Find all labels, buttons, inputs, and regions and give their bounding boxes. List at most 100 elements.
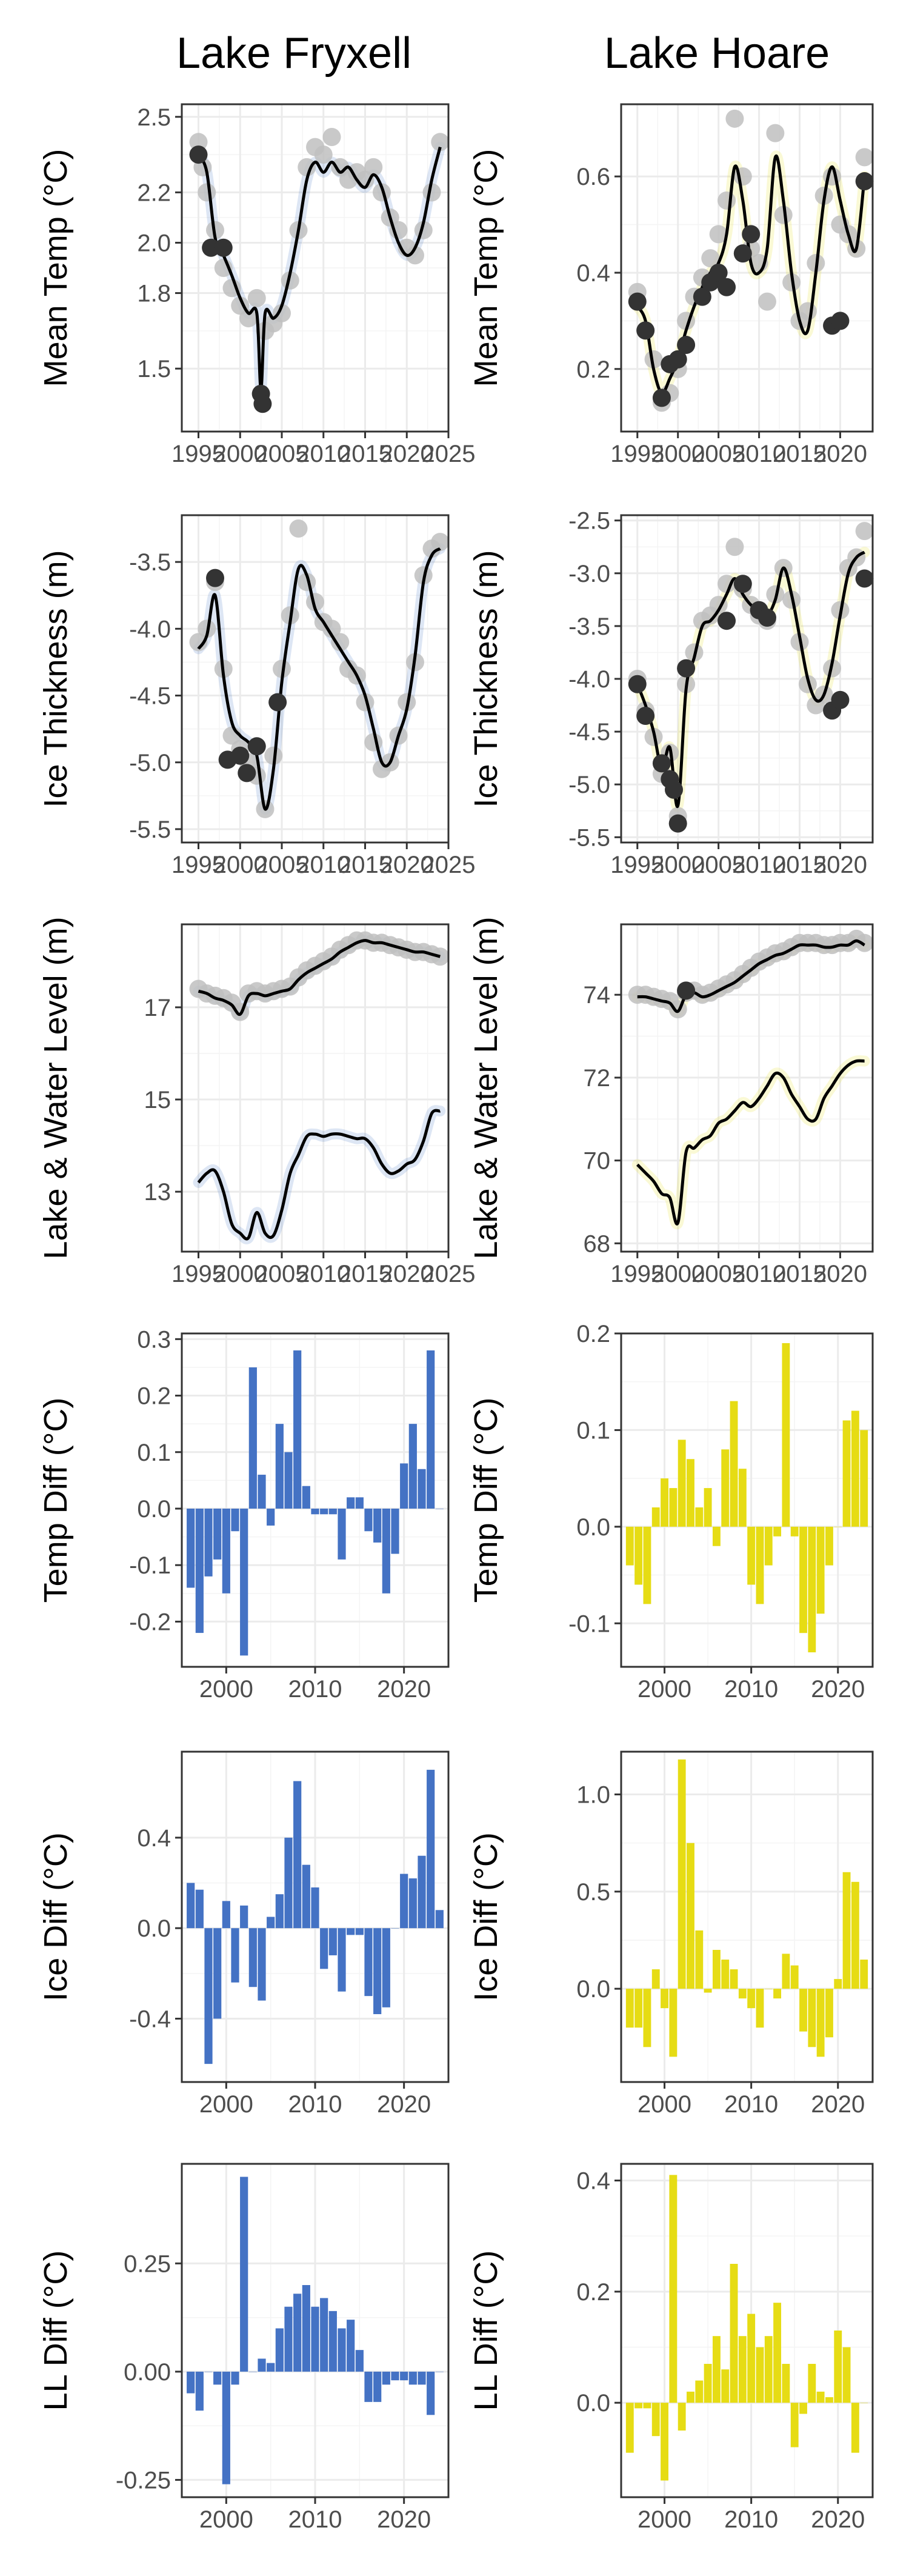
x-tick-label: 2010 xyxy=(296,1261,350,1287)
x-tick-label: 2000 xyxy=(638,2506,691,2533)
y-axis-title: Lake & Water Level (m) xyxy=(468,916,504,1259)
y-tick-label: 0.5 xyxy=(576,1879,610,1906)
bar-1997 xyxy=(195,1508,204,1633)
x-tick-label: 2010 xyxy=(732,441,786,467)
data-point-light xyxy=(709,225,728,244)
bar-2008 xyxy=(293,2294,302,2372)
bar-2004 xyxy=(258,1928,266,2001)
bar-2018 xyxy=(816,1526,825,1614)
data-point-dark xyxy=(831,312,850,330)
data-point-dark xyxy=(231,746,250,765)
bar-2002 xyxy=(678,2403,686,2431)
data-point-dark xyxy=(668,350,687,369)
bar-2024 xyxy=(435,1910,444,1929)
bar-2019 xyxy=(825,1526,833,1566)
data-point-dark xyxy=(668,814,687,833)
y-tick-label: 1.5 xyxy=(137,356,171,382)
panel-border xyxy=(620,103,874,433)
y-axis-title: Lake & Water Level (m) xyxy=(38,916,74,1259)
bar-2000 xyxy=(661,1478,668,1527)
y-axis-title: Ice Thickness (m) xyxy=(38,550,74,807)
data-point-light xyxy=(239,309,258,328)
bar-2016 xyxy=(799,1526,807,1633)
panels-group: 19952000200520102015202020251.51.82.02.2… xyxy=(38,103,874,2533)
data-point-light xyxy=(406,246,424,265)
x-tick-label: 2000 xyxy=(199,2506,253,2533)
bar-2013 xyxy=(773,2303,782,2403)
x-tick-label: 2025 xyxy=(422,852,476,878)
data-point-light xyxy=(431,133,450,152)
y-tick-label: 0.0 xyxy=(576,2390,610,2417)
y-tick-label: 15 xyxy=(144,1087,171,1113)
bar-1998 xyxy=(643,1526,651,1604)
data-point-dark xyxy=(718,278,736,296)
data-point-light xyxy=(306,593,324,612)
bar-2005 xyxy=(267,2363,275,2372)
bar-2002 xyxy=(240,1905,248,1929)
x-tick-label: 2010 xyxy=(724,1676,778,1703)
bar-2021 xyxy=(408,1878,417,1929)
y-tick-label: 0.2 xyxy=(576,2279,610,2306)
bar-2009 xyxy=(302,1486,310,1509)
x-tick-label: 2010 xyxy=(732,1261,786,1287)
bar-1999 xyxy=(651,2403,660,2437)
x-tick-label: 2000 xyxy=(638,1676,691,1703)
data-point-light xyxy=(322,128,341,146)
x-tick-label: 1995 xyxy=(610,1261,664,1287)
y-tick-label: 0.0 xyxy=(137,1496,171,1523)
bar-2012 xyxy=(764,1526,773,1566)
data-point-light xyxy=(855,522,874,541)
data-point-dark xyxy=(636,706,655,725)
y-tick-label: -4.0 xyxy=(129,616,171,642)
bar-1997 xyxy=(634,2403,643,2409)
x-tick-label: 2005 xyxy=(691,1261,745,1287)
bar-2023 xyxy=(427,1350,435,1509)
bar-2004 xyxy=(695,1930,704,1989)
x-tick-label: 2010 xyxy=(288,1676,342,1703)
bar-2017 xyxy=(373,2371,382,2402)
bar-2004 xyxy=(258,1475,266,1509)
bar-2010 xyxy=(311,1508,319,1515)
data-point-dark xyxy=(733,244,752,263)
bar-2016 xyxy=(364,1928,373,1997)
y-axis-title: Ice Diff (°C) xyxy=(468,1832,504,2001)
bar-1997 xyxy=(195,1889,204,1929)
bar-2007 xyxy=(284,2306,293,2372)
panel-background xyxy=(621,104,873,432)
y-tick-label: -5.0 xyxy=(129,750,171,776)
fit-line-1 xyxy=(636,1059,865,1226)
x-tick-label: 2025 xyxy=(422,1261,476,1287)
x-tick-label: 2005 xyxy=(255,441,309,467)
y-tick-label: 0.6 xyxy=(576,164,610,190)
data-point-dark xyxy=(628,292,647,311)
bar-1998 xyxy=(204,1508,213,1577)
y-tick-label: 13 xyxy=(144,1179,171,1206)
x-tick-label: 2015 xyxy=(338,852,392,878)
bar-2012 xyxy=(328,2311,337,2372)
bar-2020 xyxy=(400,1463,408,1509)
bar-2004 xyxy=(695,2380,704,2403)
bar-2006 xyxy=(275,1424,284,1509)
fit-line-1 xyxy=(197,1109,441,1241)
bar-2015 xyxy=(355,1497,364,1509)
bar-2019 xyxy=(391,1508,399,1554)
bar-2009 xyxy=(738,1989,747,1999)
bar-1999 xyxy=(213,1508,222,1560)
x-tick-label: 2000 xyxy=(213,852,267,878)
data-point-dark xyxy=(677,659,696,678)
column-title-fryxell: Lake Fryxell xyxy=(176,29,411,78)
bar-2016 xyxy=(799,2403,807,2414)
y-tick-label: 74 xyxy=(584,982,611,1009)
x-tick-label: 2000 xyxy=(651,441,705,467)
y-tick-label: 17 xyxy=(144,995,171,1021)
bar-2019 xyxy=(391,2371,399,2381)
bar-2011 xyxy=(320,1928,328,1969)
y-tick-label: -4.5 xyxy=(129,683,171,710)
bar-2011 xyxy=(320,2298,328,2372)
bar-2000 xyxy=(222,2371,230,2484)
data-point-light xyxy=(774,205,793,224)
x-tick-label: 2020 xyxy=(377,2506,431,2533)
bar-2014 xyxy=(347,1497,355,1509)
